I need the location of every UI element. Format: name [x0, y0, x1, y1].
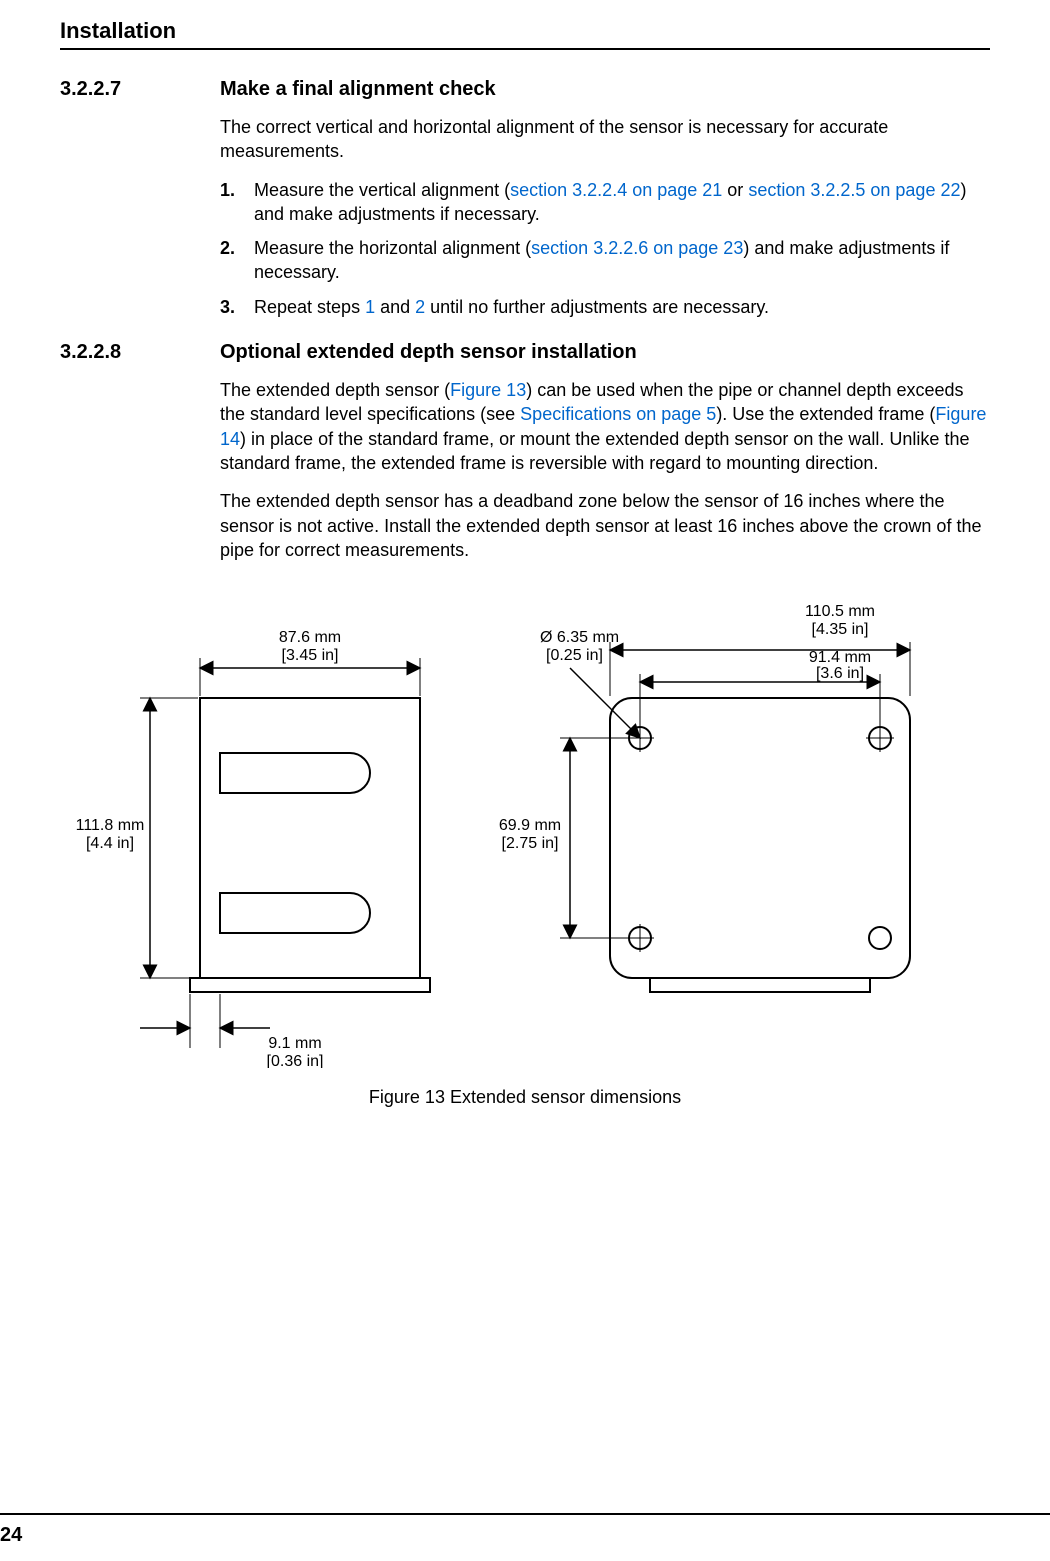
list-marker: 1. [220, 178, 254, 227]
para: The extended depth sensor (Figure 13) ca… [220, 378, 990, 475]
cross-ref[interactable]: 2 [415, 297, 425, 317]
running-head: Installation [60, 18, 990, 44]
top-rule [60, 48, 990, 50]
para: The extended depth sensor has a deadband… [220, 489, 990, 562]
section-body-2: The extended depth sensor (Figure 13) ca… [220, 378, 990, 562]
dim-label: 110.5 mm [805, 603, 875, 620]
dim-label: 91.4 mm [809, 649, 871, 666]
section-heading-2: 3.2.2.8 Optional extended depth sensor i… [60, 341, 990, 364]
dim-label: [3.45 in] [282, 647, 339, 664]
dim-label: [0.36 in] [267, 1053, 324, 1068]
section-title-2: Optional extended depth sensor installat… [220, 341, 637, 364]
cross-ref[interactable]: section 3.2.2.6 on page 23 [531, 238, 743, 258]
list-marker: 2. [220, 236, 254, 285]
figure-13: 87.6 mm [3.45 in] 111.8 mm [4.4 in] 9.1 … [60, 598, 990, 1108]
list-item: 1. Measure the vertical alignment (secti… [220, 178, 990, 227]
section-number-1: 3.2.2.7 [60, 78, 220, 101]
dim-label: [4.4 in] [86, 835, 134, 852]
dim-label: 9.1 mm [268, 1035, 321, 1052]
dim-label: 69.9 mm [499, 817, 561, 834]
cross-ref[interactable]: 1 [365, 297, 375, 317]
list-item: 2. Measure the horizontal alignment (sec… [220, 236, 990, 285]
dim-label: [2.75 in] [502, 835, 559, 852]
para: The correct vertical and horizontal alig… [220, 115, 990, 164]
cross-ref[interactable]: Specifications on page 5 [520, 404, 716, 424]
dim-label: [0.25 in] [546, 647, 603, 664]
list-text: Measure the horizontal alignment (sectio… [254, 236, 990, 285]
section-body-1: The correct vertical and horizontal alig… [220, 115, 990, 319]
cross-ref[interactable]: section 3.2.2.4 on page 21 [510, 180, 722, 200]
list-marker: 3. [220, 295, 254, 319]
list-item: 3. Repeat steps 1 and 2 until no further… [220, 295, 990, 319]
dim-label: Ø 6.35 mm [540, 629, 619, 646]
cross-ref[interactable]: Figure 13 [450, 380, 526, 400]
ordered-list: 1. Measure the vertical alignment (secti… [220, 178, 990, 319]
dim-label: 111.8 mm [76, 817, 145, 834]
page-number: 24 [0, 1524, 22, 1547]
dim-label: 87.6 mm [279, 629, 341, 646]
dim-label: [4.35 in] [812, 621, 869, 638]
page: Installation 3.2.2.7 Make a final alignm… [0, 0, 1050, 1561]
figure-caption: Figure 13 Extended sensor dimensions [60, 1087, 990, 1108]
cross-ref[interactable]: section 3.2.2.5 on page 22 [748, 180, 960, 200]
section-heading-1: 3.2.2.7 Make a final alignment check [60, 78, 990, 101]
section-title-1: Make a final alignment check [220, 78, 496, 101]
left-view: 87.6 mm [3.45 in] 111.8 mm [4.4 in] 9.1 … [76, 629, 430, 1068]
right-view: Ø 6.35 mm [0.25 in] 110.5 mm [4.35 in] 9… [499, 603, 910, 992]
bottom-rule [0, 1513, 1050, 1515]
list-text: Repeat steps 1 and 2 until no further ad… [254, 295, 990, 319]
dim-label: [3.6 in] [816, 665, 864, 682]
figure-svg: 87.6 mm [3.45 in] 111.8 mm [4.4 in] 9.1 … [60, 598, 990, 1068]
list-text: Measure the vertical alignment (section … [254, 178, 990, 227]
section-number-2: 3.2.2.8 [60, 341, 220, 364]
